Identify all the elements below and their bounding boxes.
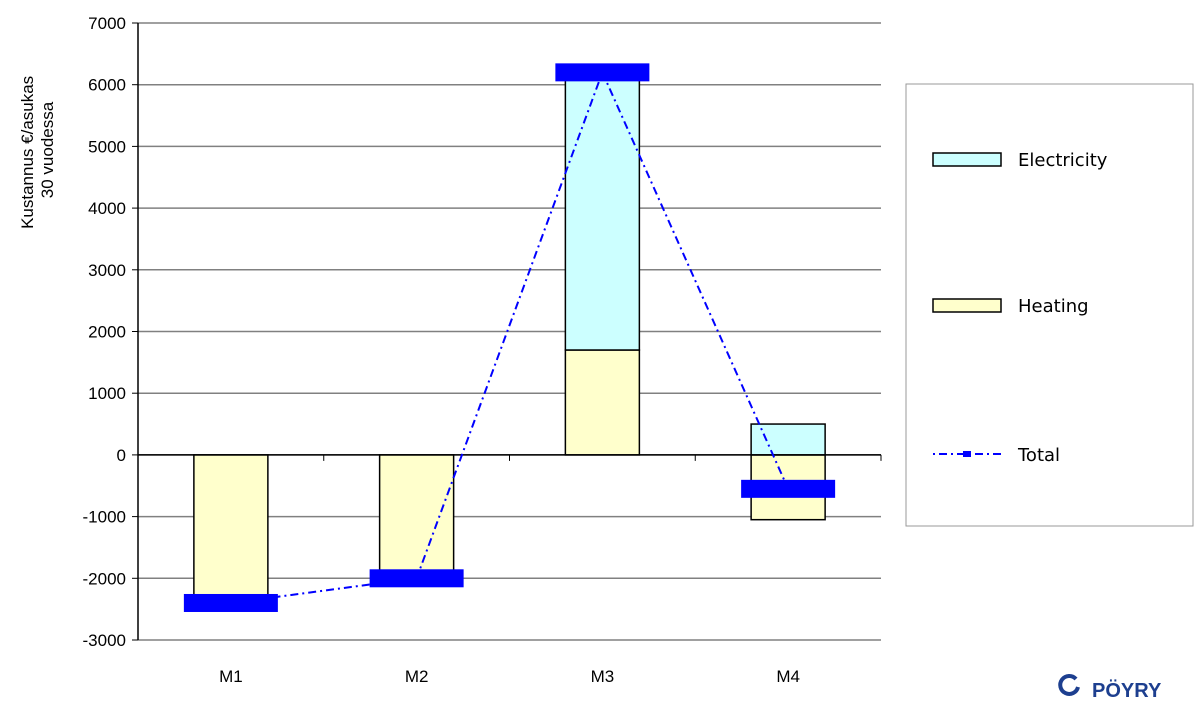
x-tick-label: M4 <box>776 667 800 686</box>
bar-heating-m3 <box>564 349 641 456</box>
y-tick-label: 5000 <box>88 137 126 156</box>
x-tick-label: M1 <box>219 667 243 686</box>
legend-label-electricity: Electricity <box>1018 150 1108 171</box>
y-tick-label: 6000 <box>88 76 126 95</box>
bar-heating-m2 <box>378 454 455 573</box>
total-marker-m4 <box>741 479 836 498</box>
poyry-logo-text: PÖYRY <box>1092 679 1162 702</box>
legend: Electricity Heating Total <box>905 83 1194 527</box>
x-tick-labels: M1 M2 M3 M4 <box>219 667 800 686</box>
legend-label-heating: Heating <box>1018 296 1089 317</box>
legend-marker-total <box>963 451 971 457</box>
y-tick-label: 4000 <box>88 199 126 218</box>
y-tick-label: 0 <box>117 446 126 465</box>
axes <box>132 22 882 641</box>
bars <box>193 77 826 598</box>
legend-swatch-electricity <box>932 152 1002 167</box>
y-tick-label: -3000 <box>83 631 126 650</box>
y-tick-labels: 7000 6000 5000 4000 3000 2000 1000 0 -1000 -2000 -… <box>83 14 126 650</box>
y-tick-label: 2000 <box>88 323 126 342</box>
bar-electricity-m4 <box>750 423 826 456</box>
x-tick-label: M2 <box>405 667 429 686</box>
poyry-logo-icon <box>1058 673 1080 696</box>
y-tick-label: 1000 <box>88 384 126 403</box>
legend-label-total: Total <box>1017 445 1060 466</box>
y-tick-label: -2000 <box>83 569 126 588</box>
y-tick-label: 7000 <box>88 14 126 33</box>
total-series <box>183 63 836 612</box>
total-line <box>230 69 790 604</box>
x-tick-label: M3 <box>591 667 615 686</box>
bar-heating-m1 <box>193 454 269 598</box>
y-axis-label: Kustannus €/asukas 30 vuodessa <box>18 71 57 229</box>
legend-swatch-heating <box>932 298 1002 313</box>
y-tick-label: 3000 <box>88 261 126 280</box>
y-tick-label: -1000 <box>83 508 126 527</box>
total-marker-m1 <box>183 593 278 612</box>
poyry-logo: PÖYRY <box>1058 673 1162 702</box>
grid-lines <box>138 22 881 641</box>
bar-electricity-m3 <box>564 77 641 351</box>
total-marker-m2 <box>369 569 464 588</box>
total-marker-m3 <box>555 63 650 82</box>
